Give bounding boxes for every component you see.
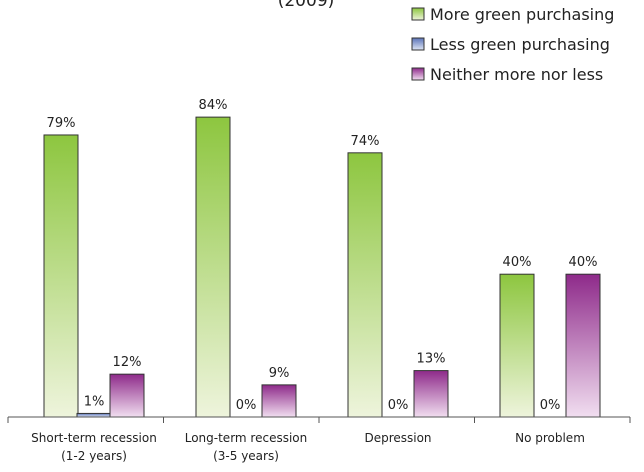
- data-label-neither-more-nor-less-long-term-recession: 9%: [269, 366, 290, 381]
- data-label-less-green-purchasing-depression: 0%: [388, 398, 409, 413]
- bar-neither-more-nor-less-short-term-recession: [109, 373, 145, 418]
- legend-swatch-neither-more-nor-less: [411, 67, 425, 81]
- bar-neither-more-nor-less-depression: [413, 370, 449, 418]
- x-axis-tick-labels: Short-term recession (1-2 years) Long-term…: [31, 431, 585, 463]
- x-tick-label-depression: Depression: [364, 431, 431, 445]
- legend-label-less-green-purchasing: Less green purchasing: [430, 35, 610, 54]
- data-label-less-green-purchasing-short-term-recession: 1%: [84, 394, 105, 409]
- data-label-less-green-purchasing-long-term-recession: 0%: [236, 398, 257, 413]
- x-tick-label-no-problem: No problem: [515, 431, 585, 445]
- legend-label-neither-more-nor-less: Neither more nor less: [430, 65, 603, 84]
- legend-label-more-green-purchasing: More green purchasing: [430, 5, 614, 24]
- x-tick-label-short-term-recession: Short-term recession (1-2 years): [31, 431, 157, 463]
- data-label-neither-more-nor-less-short-term-recession: 12%: [113, 355, 142, 370]
- bar-less-green-purchasing-short-term-recession: [76, 412, 112, 418]
- data-label-neither-more-nor-less-no-problem: 40%: [569, 255, 598, 270]
- chart-title: (2009): [278, 0, 335, 11]
- data-label-more-green-purchasing-long-term-recession: 84%: [199, 98, 228, 113]
- data-label-neither-more-nor-less-depression: 13%: [417, 352, 446, 367]
- data-label-more-green-purchasing-depression: 74%: [351, 134, 380, 149]
- x-tick-label-long-term-recession: Long-term recession (3-5 years): [185, 431, 308, 463]
- bar-more-green-purchasing-no-problem: [499, 273, 535, 418]
- data-label-less-green-purchasing-no-problem: 0%: [540, 398, 561, 413]
- data-label-more-green-purchasing-no-problem: 40%: [503, 255, 532, 270]
- bars: [43, 116, 601, 418]
- legend-swatch-more-green-purchasing: [411, 7, 425, 21]
- data-label-more-green-purchasing-short-term-recession: 79%: [47, 116, 76, 131]
- legend-swatch-less-green-purchasing: [411, 37, 425, 51]
- data-labels: 79% 1% 12% 84% 0% 9% 74% 0% 13% 40% 0% 40%: [47, 98, 598, 413]
- legend: More green purchasing Less green purchasi…: [411, 5, 614, 84]
- bar-more-green-purchasing-depression: [347, 152, 383, 418]
- bar-neither-more-nor-less-long-term-recession: [261, 384, 297, 418]
- x-axis-ticks: [7, 417, 631, 423]
- bar-neither-more-nor-less-no-problem: [565, 273, 601, 418]
- bar-more-green-purchasing-short-term-recession: [43, 134, 79, 418]
- bar-more-green-purchasing-long-term-recession: [195, 116, 231, 418]
